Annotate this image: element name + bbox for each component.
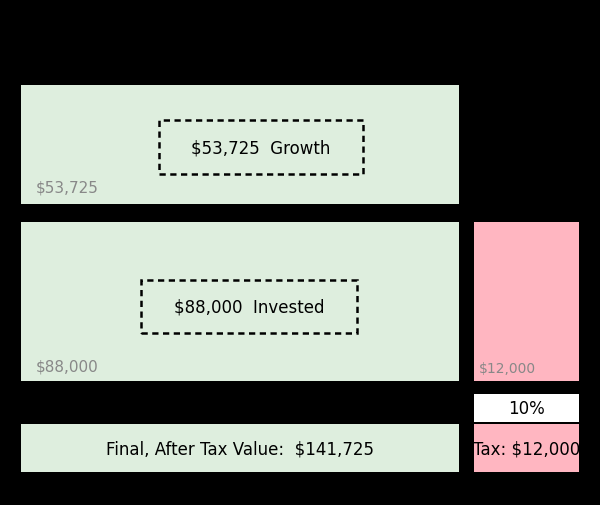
Text: Final, After Tax Value:  $141,725: Final, After Tax Value: $141,725 xyxy=(106,439,374,457)
FancyBboxPatch shape xyxy=(21,424,459,472)
Text: 10%: 10% xyxy=(508,399,545,417)
Text: $53,725  Growth: $53,725 Growth xyxy=(191,139,331,157)
Text: $12,000: $12,000 xyxy=(479,361,536,375)
Text: $88,000  Invested: $88,000 Invested xyxy=(174,298,324,316)
Text: Tax: $12,000: Tax: $12,000 xyxy=(473,439,580,457)
FancyBboxPatch shape xyxy=(474,424,579,472)
FancyBboxPatch shape xyxy=(21,86,459,205)
FancyBboxPatch shape xyxy=(21,222,459,381)
Text: $88,000: $88,000 xyxy=(36,359,99,374)
FancyBboxPatch shape xyxy=(474,222,579,381)
Text: $53,725: $53,725 xyxy=(36,180,99,195)
FancyBboxPatch shape xyxy=(474,394,579,422)
